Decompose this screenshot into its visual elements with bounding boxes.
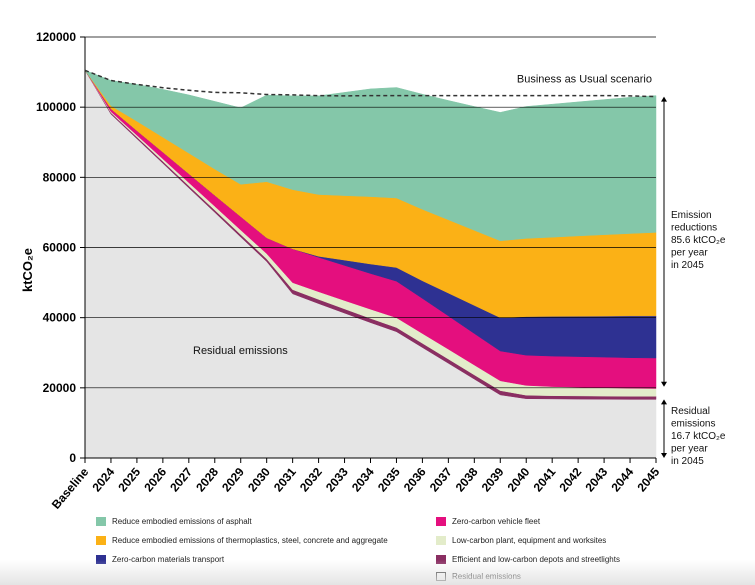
y-axis-label: ktCO₂e bbox=[20, 248, 35, 292]
legend-item-materials: Reduce embodied emissions of thermoplast… bbox=[96, 536, 388, 545]
y-tick-label: 100000 bbox=[36, 100, 76, 114]
x-tick-label: 2029 bbox=[219, 465, 247, 495]
reductions-note-line: Emission bbox=[671, 210, 712, 221]
arrow-head-down bbox=[661, 453, 667, 458]
bau-dashed-line bbox=[84, 69, 657, 98]
x-tick-label: 2036 bbox=[401, 465, 429, 495]
area-reduce-embodied-emissions-of-asphalt bbox=[84, 69, 657, 242]
residual-area-label: Residual emissions bbox=[193, 345, 288, 357]
legend-item-fleet: Zero-carbon vehicle fleet bbox=[436, 517, 540, 526]
legend-item-depots: Efficient and low-carbon depots and stre… bbox=[436, 555, 620, 564]
x-tick-labels: Baseline20242025202620272028202920302031… bbox=[49, 465, 663, 512]
legend-item-residual: Residual emissions bbox=[436, 572, 521, 581]
residual-note-line: in 2045 bbox=[671, 456, 704, 467]
x-tick-label: 2031 bbox=[271, 465, 299, 495]
reductions-note-line: reductions bbox=[671, 223, 717, 234]
residual-note-line: Residual bbox=[671, 406, 710, 417]
y-tick-label: 20000 bbox=[43, 381, 77, 395]
residual-note-line: 16.7 ktCO₂e bbox=[671, 431, 726, 442]
legend-swatch bbox=[96, 517, 106, 526]
y-tick-label: 0 bbox=[69, 451, 76, 465]
bau-line: Business as Usual scenario bbox=[84, 69, 657, 98]
arrow-head-up bbox=[661, 399, 667, 405]
reductions-note-line: 85.6 ktCO₂e bbox=[671, 235, 726, 246]
y-tick-label: 120000 bbox=[36, 30, 76, 44]
legend-swatch bbox=[436, 517, 446, 526]
annotations: Residual emissions Emission reductions85.6… bbox=[193, 96, 726, 467]
y-tick-labels: 0 20000 40000 60000 80000 100000 120000 bbox=[36, 30, 76, 465]
bau-label: Business as Usual scenario bbox=[517, 74, 652, 86]
legend-swatch bbox=[436, 536, 446, 545]
legend-label: Efficient and low-carbon depots and stre… bbox=[452, 555, 620, 564]
legend-swatch bbox=[96, 536, 106, 545]
x-tick-label: 2038 bbox=[453, 465, 481, 495]
legend-label: Zero-carbon materials transport bbox=[112, 555, 225, 564]
x-tick-label: 2024 bbox=[89, 465, 117, 495]
x-tick-label: 2037 bbox=[427, 465, 455, 495]
arrow-head-up bbox=[661, 96, 667, 102]
reductions-note-line: in 2045 bbox=[671, 260, 704, 271]
x-tick-label: 2040 bbox=[505, 465, 533, 495]
residual-note-line: per year bbox=[671, 444, 708, 455]
legend-swatch bbox=[436, 572, 446, 581]
x-tick-label: 2042 bbox=[557, 465, 585, 495]
legend-item-plant: Low-carbon plant, equipment and worksite… bbox=[436, 536, 606, 545]
legend-label: Reduce embodied emissions of asphalt bbox=[112, 517, 252, 526]
y-tick-label: 40000 bbox=[43, 311, 77, 325]
x-tick-label: 2030 bbox=[245, 465, 273, 495]
x-tick-label: 2032 bbox=[297, 465, 325, 495]
x-tick-label: 2044 bbox=[608, 465, 636, 495]
arrow-head-down bbox=[661, 381, 667, 387]
x-tick-label: 2034 bbox=[349, 465, 377, 495]
reductions-note-line: per year bbox=[671, 248, 708, 259]
x-tick-label: 2027 bbox=[167, 465, 195, 495]
legend-label: Low-carbon plant, equipment and worksite… bbox=[452, 536, 607, 545]
y-tick-label: 60000 bbox=[43, 241, 77, 255]
legend: Reduce embodied emissions of asphalt Red… bbox=[96, 517, 696, 581]
x-tick-label: 2039 bbox=[479, 465, 507, 495]
x-tick-label: 2041 bbox=[531, 465, 559, 495]
x-tick-label: 2045 bbox=[634, 465, 662, 495]
legend-swatch bbox=[96, 555, 106, 564]
legend-item-asphalt: Reduce embodied emissions of asphalt bbox=[96, 517, 252, 526]
stacked-areas bbox=[84, 69, 657, 459]
gridlines bbox=[85, 36, 656, 389]
x-tick-label: Baseline bbox=[49, 465, 92, 512]
legend-label: Residual emissions bbox=[452, 572, 521, 581]
x-tick-label: 2025 bbox=[115, 465, 143, 495]
x-tick-label: 2043 bbox=[583, 465, 611, 495]
x-tick-label: 2026 bbox=[141, 465, 169, 495]
y-tick-label: 80000 bbox=[43, 170, 77, 184]
legend-label: Reduce embodied emissions of thermoplast… bbox=[112, 536, 388, 545]
axes bbox=[80, 36, 657, 463]
x-tick-label: 2033 bbox=[323, 465, 351, 495]
x-tick-label: 2035 bbox=[375, 465, 403, 495]
x-tick-label: 2028 bbox=[193, 465, 221, 495]
residual-note-line: emissions bbox=[671, 419, 715, 430]
legend-label: Zero-carbon vehicle fleet bbox=[452, 517, 541, 526]
legend-item-transport: Zero-carbon materials transport bbox=[96, 555, 224, 564]
legend-swatch bbox=[436, 555, 446, 564]
